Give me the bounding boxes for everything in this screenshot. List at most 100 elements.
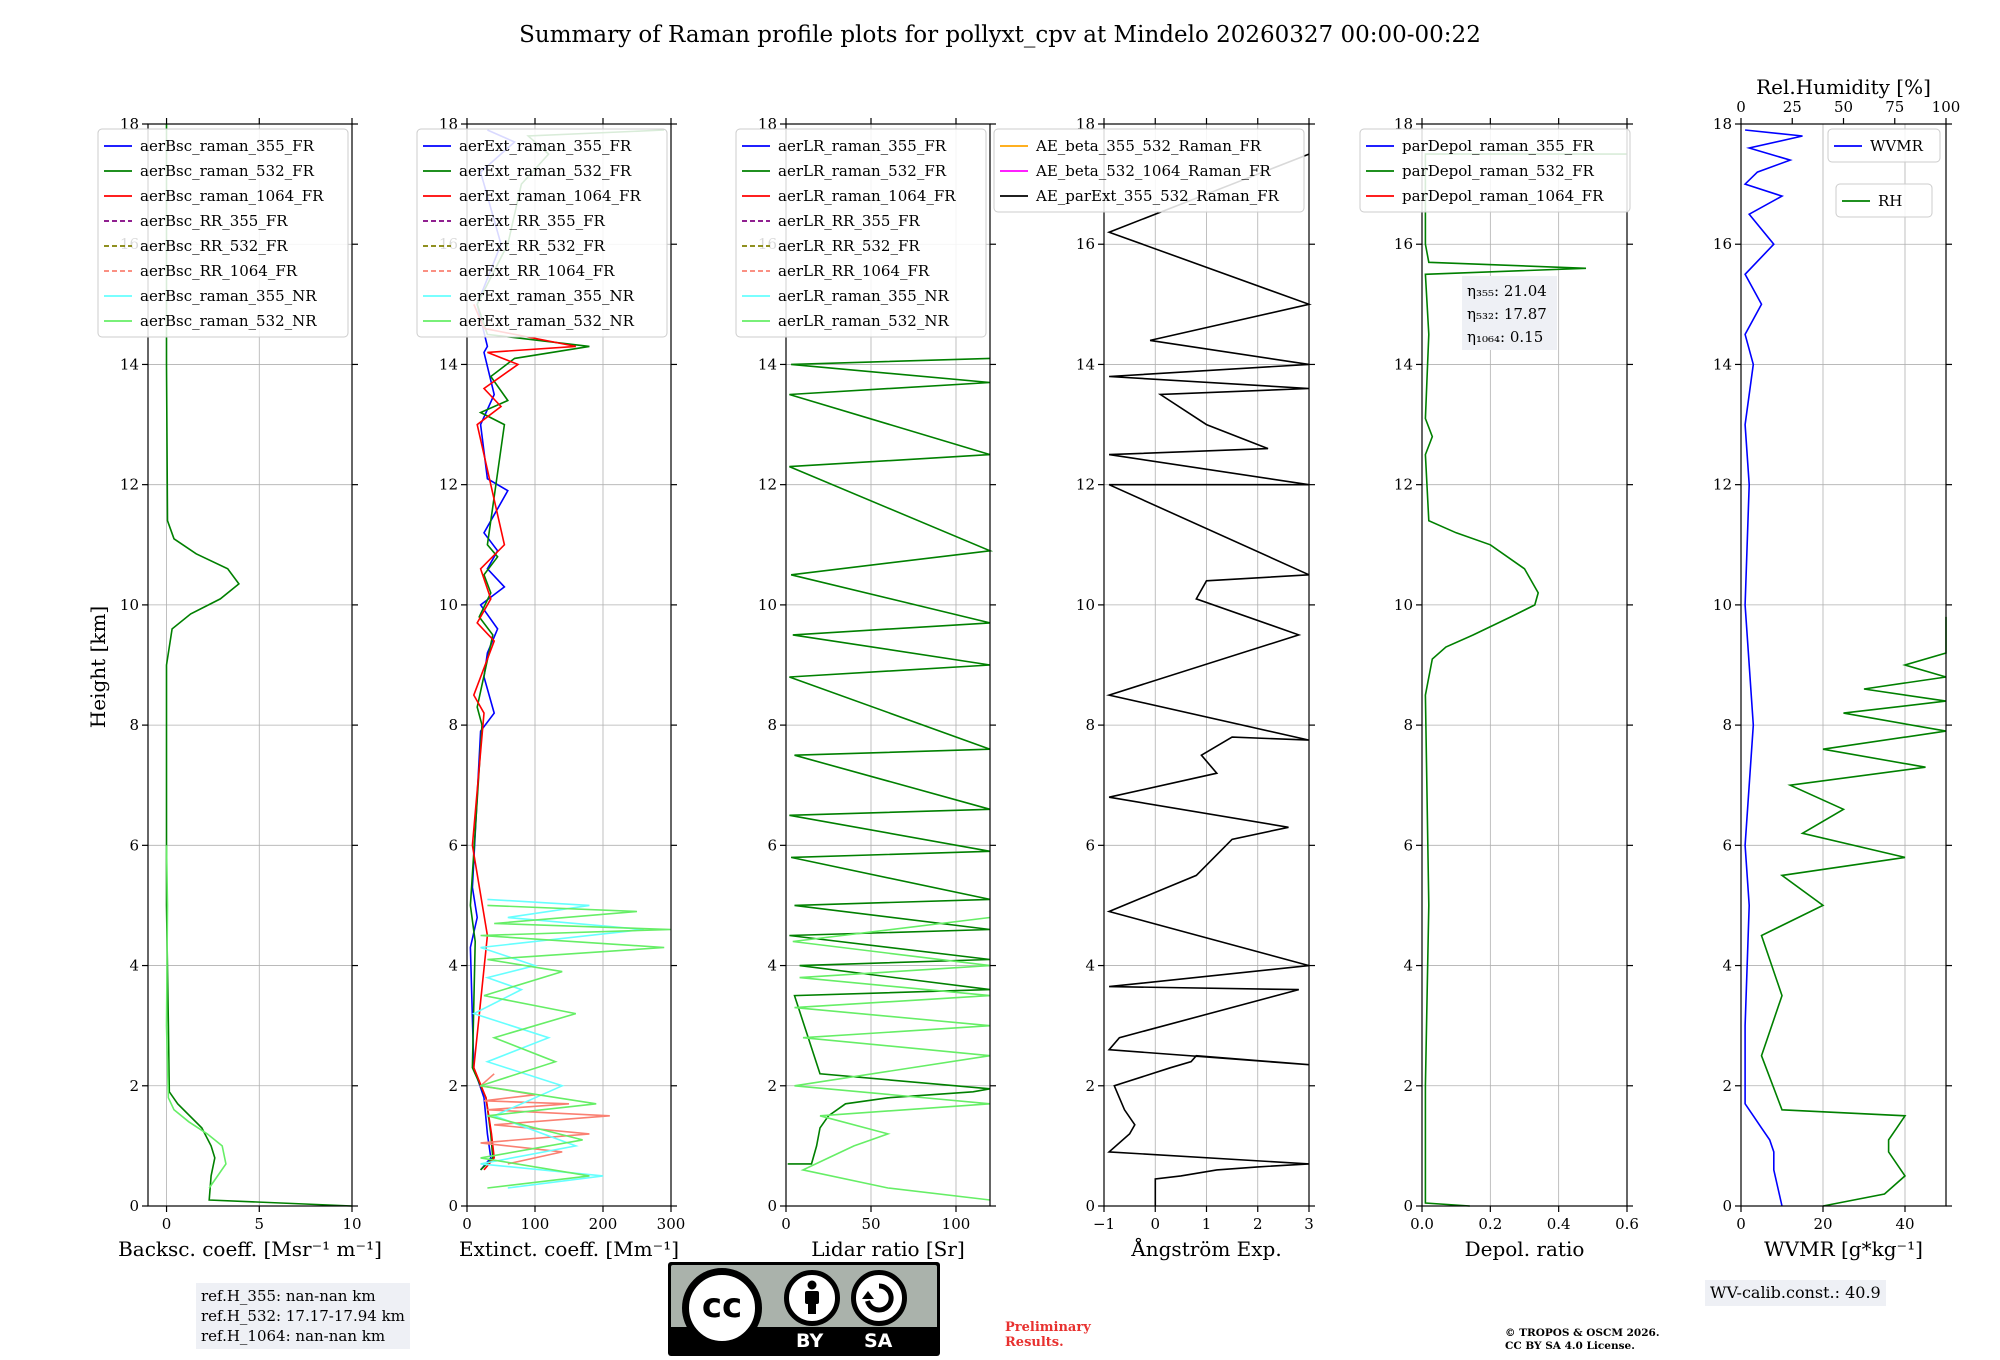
sa-share-icon — [851, 1270, 907, 1326]
ext-legend-label-3: aerExt_RR_355_FR — [459, 212, 606, 230]
ext-xtick-label-0: 0 — [462, 1215, 472, 1233]
ext-legend-label-6: aerExt_raman_355_NR — [459, 287, 635, 305]
ext-ytick-label-6: 12 — [439, 476, 458, 494]
bsc-axes-frame — [147, 123, 353, 1207]
depol-xtick-label-1: 0.2 — [1478, 1215, 1502, 1233]
ae-xtick-label-2: 1 — [1202, 1215, 1212, 1233]
bsc-series-aerBsc_raman_532_FR — [165, 124, 353, 1207]
bsc-legend-label-6: aerBsc_raman_355_NR — [140, 287, 317, 305]
depol-xlabel: Depol. ratio — [1465, 1237, 1585, 1261]
ae-ytick-label-4: 8 — [1085, 716, 1095, 734]
depol-legend-box — [1359, 128, 1631, 213]
bsc-ytick-label-1: 2 — [129, 1077, 139, 1095]
wv-ytick-label-8: 16 — [1713, 235, 1732, 253]
ext-legend-label-4: aerExt_RR_532_FR — [459, 237, 606, 255]
bsc-legend-label-5: aerBsc_RR_1064_FR — [140, 262, 298, 280]
ext-legend-label-1: aerExt_raman_532_FR — [459, 162, 632, 180]
lr-series-aerLR_raman_532_NR — [792, 916, 991, 1201]
figure-title: Summary of Raman profile plots for polly… — [519, 22, 1481, 48]
ext-series-aerExt_raman_1064_FR — [471, 303, 576, 1171]
lr-legend-label-3: aerLR_RR_355_FR — [778, 212, 920, 230]
bsc-ytick-label-5: 10 — [120, 596, 139, 614]
preliminary-line-2: Results. — [1005, 1335, 1064, 1350]
cc-badge-labels: BY SA — [671, 1330, 937, 1353]
lr-legend-label-6: aerLR_raman_355_NR — [778, 287, 949, 305]
wv-axes-frame — [1740, 123, 1947, 1207]
ext-series-aerExt_raman_355_NR — [471, 898, 644, 1189]
bsc-legend-label-2: aerBsc_raman_1064_FR — [140, 187, 324, 205]
ext-legend-label-7: aerExt_raman_532_NR — [459, 312, 635, 330]
ae-xtick-label-4: 3 — [1304, 1215, 1314, 1233]
lr-ytick-label-7: 14 — [758, 355, 777, 373]
ext-ytick-label-0: 0 — [448, 1197, 458, 1215]
preliminary-line-1: Preliminary — [1005, 1320, 1091, 1335]
ext-xtick-label-3: 300 — [657, 1215, 686, 1233]
lr-xlabel: Lidar ratio [Sr] — [811, 1237, 965, 1261]
wv-xtick-label-0: 0 — [1736, 1215, 1746, 1233]
bsc-xlabel: Backsc. coeff. [Msr⁻¹ m⁻¹] — [118, 1237, 382, 1261]
ext-legend-label-2: aerExt_raman_1064_FR — [459, 187, 641, 205]
depol-ytick-label-6: 12 — [1394, 476, 1413, 494]
ext-ytick-label-2: 4 — [448, 957, 458, 975]
bsc-ytick-label-2: 4 — [129, 957, 139, 975]
ext-xtick-label-1: 100 — [521, 1215, 550, 1233]
lr-xtick-label-2: 100 — [942, 1215, 971, 1233]
ext-ytick-label-3: 6 — [448, 836, 458, 854]
bsc-legend-label-4: aerBsc_RR_532_FR — [140, 237, 288, 255]
bsc-xtick-label-0: 0 — [162, 1215, 172, 1233]
by-label: BY — [796, 1330, 824, 1352]
lr-legend-label-5: aerLR_RR_1064_FR — [778, 262, 930, 280]
bsc-ytick-label-6: 12 — [120, 476, 139, 494]
lr-ytick-label-4: 8 — [767, 716, 777, 734]
depol-ytick-label-5: 10 — [1394, 596, 1413, 614]
wv-ytick-label-2: 4 — [1722, 957, 1732, 975]
ext-ytick-label-4: 8 — [448, 716, 458, 734]
bsc-xtick-label-1: 5 — [254, 1215, 264, 1233]
depol-ytick-label-4: 8 — [1403, 716, 1413, 734]
copyright-note: © TROPOS & OSCM 2026. CC BY SA 4.0 Licen… — [1505, 1327, 1660, 1353]
bsc-legend-box — [97, 128, 349, 338]
depol-legend-label-2: parDepol_raman_1064_FR — [1402, 187, 1604, 205]
wv-xtick-label-1: 20 — [1813, 1215, 1832, 1233]
reference-height-box: ref.H_355: nan-nan km ref.H_532: 17.17-1… — [196, 1283, 410, 1349]
wv-ytick-label-7: 14 — [1713, 355, 1732, 373]
ae-xtick-label-3: 2 — [1253, 1215, 1263, 1233]
depol-ytick-label-1: 2 — [1403, 1077, 1413, 1095]
wv-xlabel: WVMR [g*kg⁻¹] — [1764, 1237, 1923, 1261]
wv-top-xtick-label-3: 75 — [1885, 98, 1904, 116]
ext-ytick-label-7: 14 — [439, 355, 458, 373]
depol-ytick-label-7: 14 — [1394, 355, 1413, 373]
wv-xtick-label-2: 40 — [1895, 1215, 1914, 1233]
ae-ytick-label-7: 14 — [1076, 355, 1095, 373]
wv-ytick-label-0: 0 — [1722, 1197, 1732, 1215]
ext-ytick-label-5: 10 — [439, 596, 458, 614]
wv-legend2-label-0: RH — [1878, 192, 1902, 210]
ext-legend-box — [416, 128, 668, 338]
wv-ytick-label-4: 8 — [1722, 716, 1732, 734]
wv-series-RH — [1760, 616, 1947, 1207]
ae-legend-label-2: AE_parExt_355_532_Raman_FR — [1035, 187, 1280, 205]
ae-ytick-label-3: 6 — [1085, 836, 1095, 854]
ext-legend-label-5: aerExt_RR_1064_FR — [459, 262, 615, 280]
ref-h-532: ref.H_532: 17.17-17.94 km — [201, 1307, 405, 1325]
lr-legend-box — [735, 128, 987, 338]
lr-axes-frame — [785, 123, 991, 1207]
wv-top-xtick-label-1: 25 — [1783, 98, 1802, 116]
wv-series-WVMR — [1743, 129, 1803, 1207]
wv-top-label: Rel.Humidity [%] — [1756, 75, 1931, 99]
preliminary-note: Preliminary Results. — [1005, 1320, 1091, 1350]
depol-annotation-box — [1462, 276, 1557, 350]
ae-xtick-label-1: 0 — [1150, 1215, 1160, 1233]
copyright-line-1: © TROPOS & OSCM 2026. — [1505, 1327, 1660, 1339]
wv-ytick-label-9: 18 — [1713, 115, 1732, 133]
sa-label: SA — [864, 1330, 893, 1352]
bsc-legend-label-3: aerBsc_RR_355_FR — [140, 212, 288, 230]
depol-xtick-label-0: 0.0 — [1410, 1215, 1434, 1233]
lr-legend-label-0: aerLR_raman_355_FR — [778, 137, 947, 155]
wv-legend-label-0: WVMR — [1870, 137, 1924, 155]
lr-ytick-label-6: 12 — [758, 476, 777, 494]
depol-ytick-label-0: 0 — [1403, 1197, 1413, 1215]
wv-top-xtick-label-2: 50 — [1834, 98, 1853, 116]
by-person-icon — [784, 1270, 840, 1326]
lr-ytick-label-1: 2 — [767, 1077, 777, 1095]
